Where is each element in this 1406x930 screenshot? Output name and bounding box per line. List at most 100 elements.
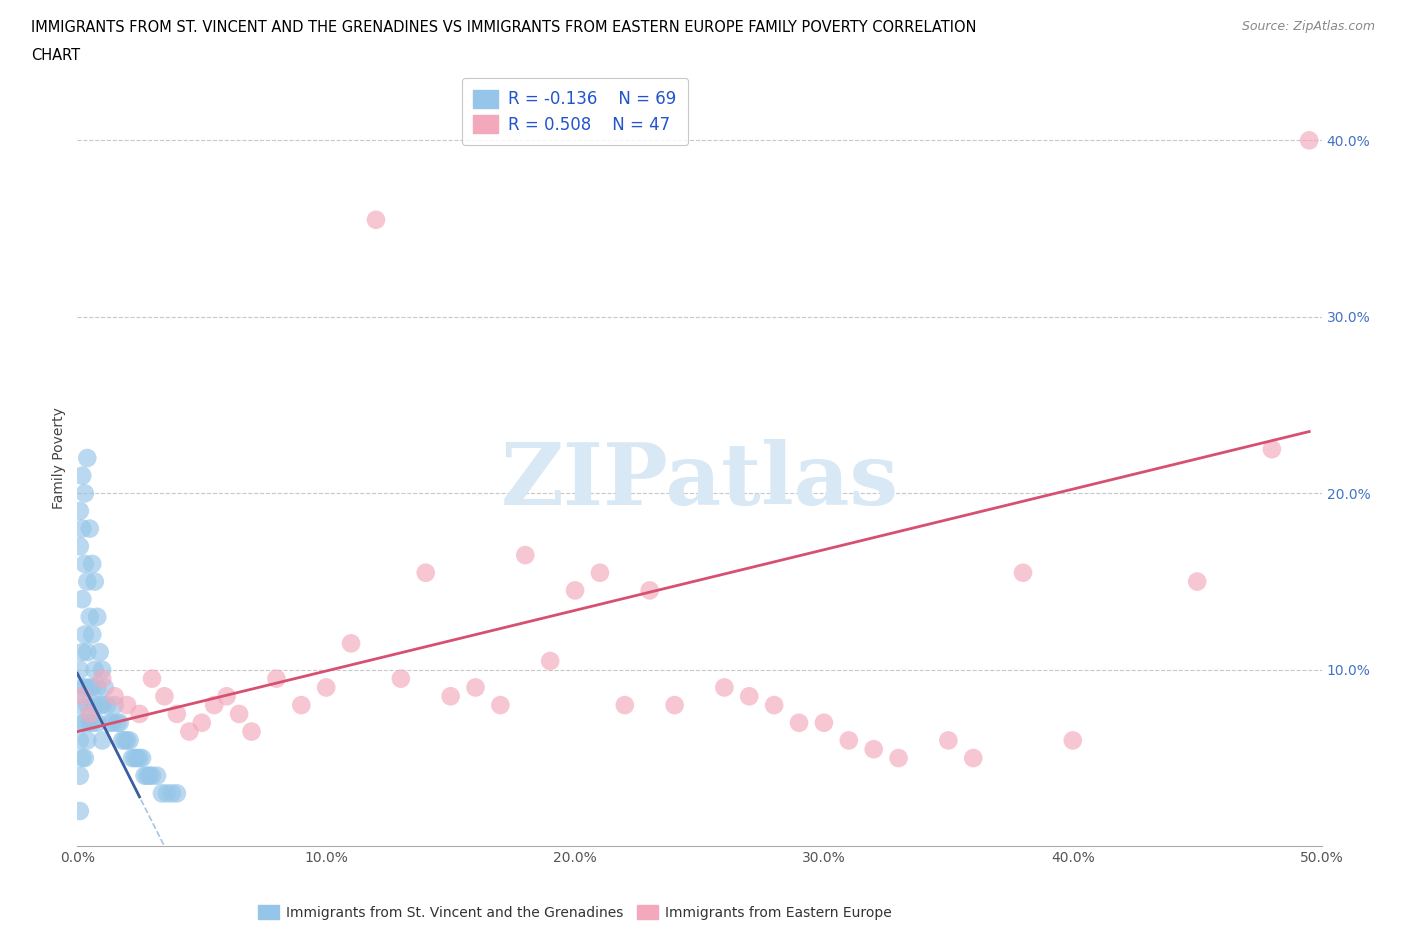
Point <box>73 715 96 730</box>
Point <box>82 627 104 642</box>
Point <box>82 715 104 730</box>
Point <box>156 786 179 801</box>
Point <box>79 715 101 730</box>
Point <box>938 733 960 748</box>
Point <box>202 698 225 712</box>
Point <box>166 786 188 801</box>
Point <box>215 689 238 704</box>
Point <box>83 662 105 677</box>
Point <box>613 698 636 712</box>
Point <box>1187 574 1209 589</box>
Legend: Immigrants from St. Vincent and the Grenadines, Immigrants from Eastern Europe: Immigrants from St. Vincent and the Gren… <box>253 900 897 925</box>
Point <box>787 715 810 730</box>
Point <box>638 583 661 598</box>
Text: ZIPatlas: ZIPatlas <box>501 439 898 524</box>
Point <box>738 689 761 704</box>
Y-axis label: Family Poverty: Family Poverty <box>52 407 66 509</box>
Point <box>96 698 118 712</box>
Point <box>489 698 512 712</box>
Point <box>290 698 312 712</box>
Point <box>1012 565 1035 580</box>
Point <box>128 707 150 722</box>
Point <box>266 671 288 686</box>
Point <box>440 689 463 704</box>
Point <box>114 733 136 748</box>
Point <box>72 751 94 765</box>
Point <box>862 742 884 757</box>
Point <box>79 521 101 536</box>
Point <box>69 503 91 518</box>
Point <box>340 636 363 651</box>
Point <box>108 715 131 730</box>
Point <box>82 556 104 571</box>
Point <box>664 698 686 712</box>
Point <box>121 751 143 765</box>
Point <box>86 609 108 624</box>
Point <box>763 698 786 712</box>
Point <box>76 574 98 589</box>
Text: CHART: CHART <box>31 48 80 63</box>
Text: IMMIGRANTS FROM ST. VINCENT AND THE GRENADINES VS IMMIGRANTS FROM EASTERN EUROPE: IMMIGRANTS FROM ST. VINCENT AND THE GREN… <box>31 20 976 35</box>
Point <box>73 751 96 765</box>
Point <box>89 644 111 659</box>
Point <box>69 662 91 677</box>
Point <box>124 751 146 765</box>
Point <box>138 768 160 783</box>
Point <box>538 654 561 669</box>
Point <box>76 698 98 712</box>
Point <box>125 751 148 765</box>
Point <box>82 680 104 695</box>
Point <box>153 689 176 704</box>
Point <box>69 538 91 553</box>
Point <box>83 574 105 589</box>
Point <box>166 707 188 722</box>
Point <box>134 768 156 783</box>
Point <box>93 680 115 695</box>
Point <box>72 644 94 659</box>
Point <box>962 751 984 765</box>
Point <box>104 698 127 712</box>
Point <box>713 680 735 695</box>
Point <box>838 733 860 748</box>
Point <box>91 733 114 748</box>
Point <box>136 768 159 783</box>
Point <box>69 768 91 783</box>
Point <box>115 698 138 712</box>
Point <box>83 698 105 712</box>
Point <box>118 733 141 748</box>
Point <box>146 768 169 783</box>
Point <box>76 451 98 466</box>
Point <box>464 680 486 695</box>
Point <box>101 715 124 730</box>
Point <box>415 565 437 580</box>
Point <box>86 715 108 730</box>
Point <box>91 698 114 712</box>
Point <box>72 680 94 695</box>
Point <box>73 485 96 500</box>
Point <box>79 609 101 624</box>
Point <box>111 733 134 748</box>
Point <box>72 468 94 483</box>
Point <box>141 671 163 686</box>
Point <box>69 804 91 818</box>
Point <box>89 698 111 712</box>
Point <box>1261 442 1284 457</box>
Point <box>589 565 612 580</box>
Point <box>115 733 138 748</box>
Point <box>131 751 153 765</box>
Point <box>128 751 150 765</box>
Point <box>72 591 94 606</box>
Point <box>72 715 94 730</box>
Point <box>191 715 214 730</box>
Point <box>69 733 91 748</box>
Point <box>76 644 98 659</box>
Point <box>160 786 183 801</box>
Point <box>315 680 337 695</box>
Point <box>79 680 101 695</box>
Point <box>72 689 94 704</box>
Point <box>515 548 537 563</box>
Text: Source: ZipAtlas.com: Source: ZipAtlas.com <box>1241 20 1375 33</box>
Point <box>91 662 114 677</box>
Point <box>86 680 108 695</box>
Point <box>104 689 127 704</box>
